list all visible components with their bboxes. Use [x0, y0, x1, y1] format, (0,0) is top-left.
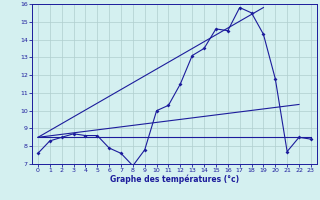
X-axis label: Graphe des températures (°c): Graphe des températures (°c) [110, 175, 239, 184]
